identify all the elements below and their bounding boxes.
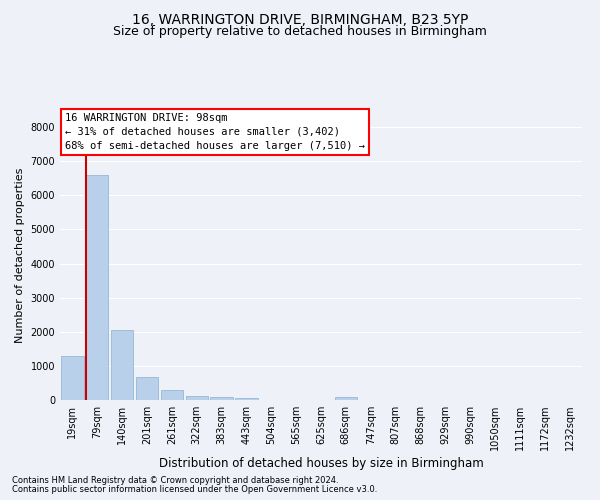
Text: 16, WARRINGTON DRIVE, BIRMINGHAM, B23 5YP: 16, WARRINGTON DRIVE, BIRMINGHAM, B23 5Y… xyxy=(132,12,468,26)
Bar xyxy=(136,377,158,400)
Y-axis label: Number of detached properties: Number of detached properties xyxy=(15,168,25,342)
Bar xyxy=(211,398,233,400)
Bar xyxy=(111,330,133,400)
Text: Size of property relative to detached houses in Birmingham: Size of property relative to detached ho… xyxy=(113,25,487,38)
X-axis label: Distribution of detached houses by size in Birmingham: Distribution of detached houses by size … xyxy=(158,458,484,470)
Bar xyxy=(185,396,208,400)
Text: 16 WARRINGTON DRIVE: 98sqm
← 31% of detached houses are smaller (3,402)
68% of s: 16 WARRINGTON DRIVE: 98sqm ← 31% of deta… xyxy=(65,113,365,151)
Text: Contains HM Land Registry data © Crown copyright and database right 2024.: Contains HM Land Registry data © Crown c… xyxy=(12,476,338,485)
Bar xyxy=(335,398,357,400)
Text: Contains public sector information licensed under the Open Government Licence v3: Contains public sector information licen… xyxy=(12,485,377,494)
Bar xyxy=(161,390,183,400)
Bar xyxy=(61,356,83,400)
Bar xyxy=(86,175,109,400)
Bar xyxy=(235,398,257,400)
